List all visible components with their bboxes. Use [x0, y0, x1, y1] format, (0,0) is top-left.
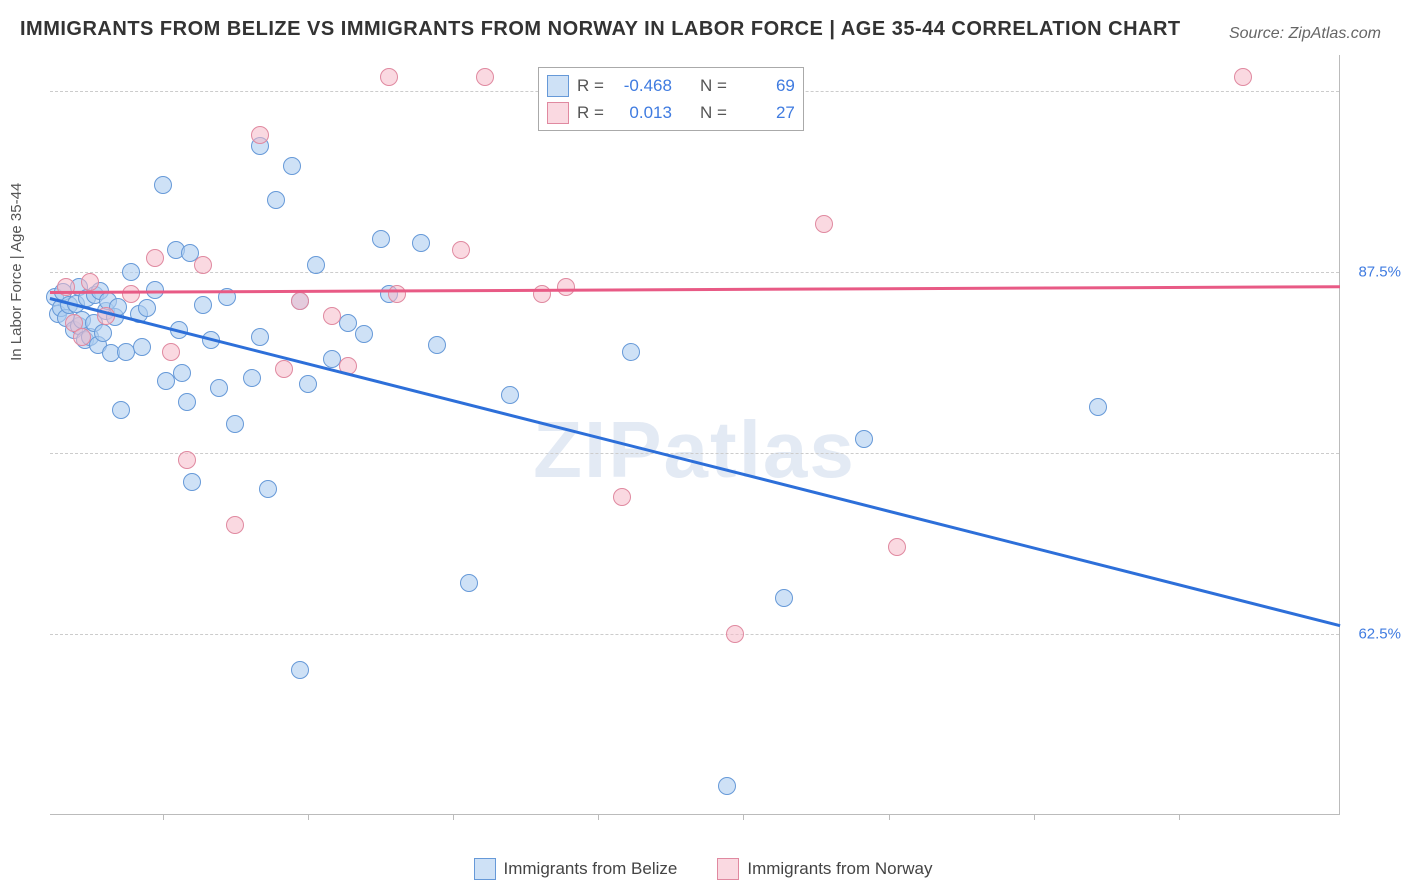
data-point-norway: [323, 307, 341, 325]
data-point-belize: [194, 296, 212, 314]
data-point-norway: [146, 249, 164, 267]
stat-n-value: 27: [735, 99, 795, 126]
data-point-belize: [718, 777, 736, 795]
regression-line-belize: [50, 297, 1341, 627]
gridline: [50, 453, 1339, 454]
data-point-norway: [291, 292, 309, 310]
data-point-norway: [81, 273, 99, 291]
swatch-icon: [547, 102, 569, 124]
data-point-belize: [299, 375, 317, 393]
data-point-norway: [122, 285, 140, 303]
data-point-norway: [388, 285, 406, 303]
data-point-belize: [251, 328, 269, 346]
x-tick: [163, 814, 164, 820]
gridline: [50, 272, 1339, 273]
data-point-norway: [452, 241, 470, 259]
data-point-norway: [1234, 68, 1252, 86]
swatch-icon: [717, 858, 739, 880]
x-tick: [1179, 814, 1180, 820]
x-tick: [453, 814, 454, 820]
data-point-norway: [613, 488, 631, 506]
data-point-belize: [94, 324, 112, 342]
x-tick: [598, 814, 599, 820]
swatch-icon: [547, 75, 569, 97]
data-point-norway: [251, 126, 269, 144]
chart-title: IMMIGRANTS FROM BELIZE VS IMMIGRANTS FRO…: [20, 18, 1181, 41]
data-point-belize: [154, 176, 172, 194]
data-point-belize: [855, 430, 873, 448]
x-tick: [308, 814, 309, 820]
data-point-belize: [138, 299, 156, 317]
stat-r-label: R =: [577, 99, 604, 126]
data-point-norway: [380, 68, 398, 86]
data-point-norway: [275, 360, 293, 378]
data-point-belize: [210, 379, 228, 397]
y-tick-label: 62.5%: [1358, 626, 1401, 643]
data-point-belize: [112, 401, 130, 419]
data-point-belize: [291, 661, 309, 679]
data-point-belize: [355, 325, 373, 343]
source-attribution: Source: ZipAtlas.com: [1229, 25, 1381, 43]
data-point-belize: [283, 157, 301, 175]
data-point-belize: [775, 589, 793, 607]
stat-r-value: -0.468: [612, 72, 672, 99]
data-point-belize: [259, 480, 277, 498]
data-point-belize: [122, 263, 140, 281]
data-point-belize: [339, 314, 357, 332]
x-tick: [889, 814, 890, 820]
data-point-belize: [133, 338, 151, 356]
watermark-text: ZIPatlas: [533, 404, 856, 496]
data-point-belize: [412, 234, 430, 252]
data-point-norway: [726, 625, 744, 643]
data-point-norway: [888, 538, 906, 556]
swatch-icon: [474, 858, 496, 880]
x-tick: [743, 814, 744, 820]
data-point-belize: [243, 369, 261, 387]
bottom-legend: Immigrants from Belize Immigrants from N…: [0, 858, 1406, 880]
data-point-norway: [476, 68, 494, 86]
legend-item-belize: Immigrants from Belize: [474, 858, 678, 880]
data-point-norway: [73, 328, 91, 346]
data-point-norway: [178, 451, 196, 469]
stats-legend-box: R = -0.468 N = 69 R = 0.013 N = 27: [538, 67, 804, 131]
data-point-belize: [226, 415, 244, 433]
data-point-belize: [267, 191, 285, 209]
data-point-belize: [183, 473, 201, 491]
data-point-belize: [178, 393, 196, 411]
stat-n-label: N =: [700, 99, 727, 126]
data-point-belize: [501, 386, 519, 404]
legend-label: Immigrants from Belize: [504, 859, 678, 879]
x-tick: [1034, 814, 1035, 820]
data-point-norway: [815, 215, 833, 233]
data-point-belize: [1089, 398, 1107, 416]
stats-row-belize: R = -0.468 N = 69: [547, 72, 795, 99]
stat-n-value: 69: [735, 72, 795, 99]
data-point-norway: [226, 516, 244, 534]
scatter-chart-area: ZIPatlas 62.5%87.5%R =-0.468N =69R =0.01…: [50, 55, 1340, 815]
y-axis-label: In Labor Force | Age 35-44: [8, 183, 25, 361]
data-point-belize: [372, 230, 390, 248]
legend-item-norway: Immigrants from Norway: [717, 858, 932, 880]
data-point-norway: [162, 343, 180, 361]
data-point-norway: [533, 285, 551, 303]
data-point-belize: [307, 256, 325, 274]
stat-r-label: R =: [577, 72, 604, 99]
data-point-belize: [173, 364, 191, 382]
y-tick-label: 87.5%: [1358, 264, 1401, 281]
stats-row-norway: R = 0.013 N = 27: [547, 99, 795, 126]
gridline: [50, 634, 1339, 635]
data-point-norway: [557, 278, 575, 296]
stat-n-label: N =: [700, 72, 727, 99]
data-point-belize: [460, 574, 478, 592]
data-point-norway: [194, 256, 212, 274]
regression-line-norway: [50, 285, 1340, 293]
stat-r-value: 0.013: [612, 99, 672, 126]
legend-label: Immigrants from Norway: [747, 859, 932, 879]
data-point-belize: [622, 343, 640, 361]
data-point-belize: [428, 336, 446, 354]
